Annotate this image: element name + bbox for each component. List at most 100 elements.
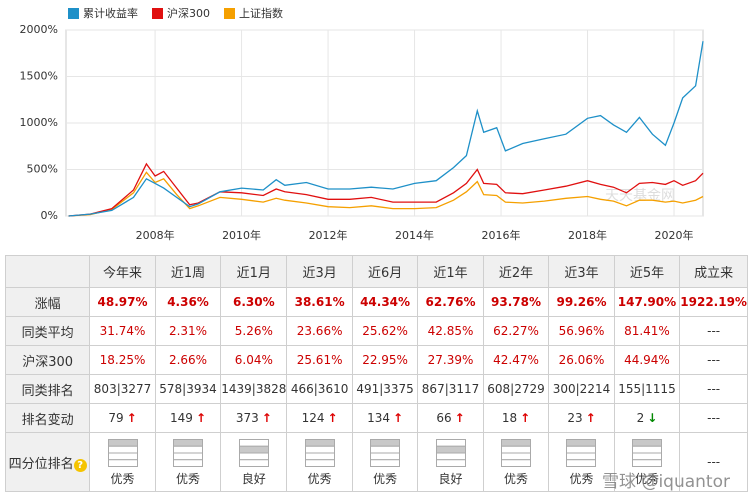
table-row: 同类排名 803|3277 578|3934 1439|3828 466|3610 491…: [4, 374, 748, 404]
cell-text: 93.78%: [491, 295, 541, 309]
quartile-band: [304, 445, 335, 454]
value-cell: 134 ↑: [351, 403, 419, 433]
row-label: 同类排名: [4, 374, 91, 404]
quartile-band: [370, 452, 401, 461]
x-tick-label: 2018年: [568, 228, 607, 242]
quartile-icon: [566, 439, 597, 467]
value-cell: 867|3117: [417, 374, 484, 404]
row-label: 同类平均: [4, 316, 91, 346]
cell-text: 373: [235, 411, 259, 425]
legend-label: 累计收益率: [83, 6, 138, 20]
x-tick-label: 2008年: [136, 228, 175, 242]
rank-arrow: ↑: [261, 411, 272, 425]
y-tick-label: 0%: [41, 209, 58, 222]
value-cell: 466|3610: [286, 374, 353, 404]
quartile-band: [304, 459, 335, 467]
cell-text: 155|1115: [618, 382, 676, 396]
quartile-band: [435, 459, 466, 467]
header-cell: 今年来: [89, 255, 156, 288]
y-tick-label: 1500%: [20, 70, 58, 83]
row-label: 排名变动: [4, 403, 91, 433]
rank-arrow: ↑: [454, 411, 465, 425]
x-tick-label: 2010年: [222, 228, 261, 242]
value-cell: 优秀: [286, 432, 353, 492]
series-line: [68, 171, 704, 217]
legend-label: 沪深300: [167, 6, 210, 20]
header-cell: 近6月: [351, 255, 419, 288]
quartile-icon: [631, 439, 662, 467]
quartile-band: [304, 439, 335, 447]
quartile-band: [304, 452, 335, 461]
value-cell: ---: [679, 345, 748, 375]
value-cell: 2.31%: [154, 316, 222, 346]
value-cell: 6.30%: [220, 287, 288, 317]
quartile-band: [370, 439, 401, 447]
value-cell: 6.04%: [220, 345, 288, 375]
quartile-band: [435, 445, 466, 454]
value-cell: 62.76%: [417, 287, 484, 317]
quartile-band: [238, 459, 269, 467]
cell-text: 79: [108, 411, 124, 425]
cell-text: 2.66%: [168, 353, 208, 367]
cell-text: 803|3277: [93, 382, 152, 396]
help-icon[interactable]: ?: [73, 458, 87, 472]
quartile-band: [173, 439, 204, 447]
table-row: 四分位排名? 优秀 优秀 良好 优秀 优秀 良好 优秀 优秀 优秀 ---: [4, 432, 748, 492]
header-cell: 成立来: [679, 255, 748, 288]
cell-text: 66: [436, 411, 452, 425]
value-cell: 79 ↑: [89, 403, 156, 433]
value-cell: 1922.19%: [679, 287, 748, 317]
cell-text: ---: [707, 382, 721, 396]
legend-swatch: [152, 8, 163, 19]
value-cell: 优秀: [482, 432, 550, 492]
row-label-text: 排名变动: [21, 412, 74, 428]
cell-text: 22.95%: [362, 353, 408, 367]
row-label-text: 四分位排名: [8, 456, 74, 472]
value-cell: 42.85%: [417, 316, 484, 346]
quartile-band: [501, 439, 532, 447]
cell-text: 134: [367, 411, 390, 425]
quartile-band: [631, 445, 662, 454]
value-cell: 66 ↑: [417, 403, 484, 433]
rank-arrow: ↑: [195, 411, 206, 425]
legend-swatch: [68, 8, 79, 19]
rank-arrow: ↑: [585, 411, 596, 425]
x-tick-label: 2012年: [309, 228, 348, 242]
value-cell: 38.61%: [286, 287, 353, 317]
quartile-band: [435, 439, 466, 447]
quartile-icon: [304, 439, 335, 467]
value-cell: 42.47%: [482, 345, 550, 375]
quartile-band: [501, 445, 532, 454]
value-cell: 147.90%: [613, 287, 681, 317]
cell-text: 300|2214: [552, 382, 611, 396]
cell-text: 良好: [241, 472, 266, 486]
row-label-text: 沪深300: [22, 354, 74, 370]
header-cell: 近3年: [548, 255, 615, 288]
x-tick-label: 2020年: [655, 228, 694, 242]
quartile-band: [173, 452, 204, 461]
header-cell: [4, 255, 91, 288]
cell-text: 466|3610: [290, 382, 349, 396]
quartile-band: [566, 459, 597, 467]
cell-text: 23.66%: [296, 324, 343, 338]
cell-text: 27.39%: [427, 353, 474, 367]
quartile-icon: [107, 439, 138, 467]
value-cell: 155|1115: [613, 374, 681, 404]
cell-text: 优秀: [176, 472, 201, 486]
value-cell: 44.94%: [613, 345, 681, 375]
value-cell: 23 ↑: [548, 403, 615, 433]
value-cell: ---: [679, 432, 748, 492]
value-cell: 608|2729: [482, 374, 550, 404]
watermark: 雪球 @iquantor: [602, 472, 730, 492]
rank-arrow: ↑: [520, 411, 531, 425]
cell-text: 44.34%: [360, 295, 411, 309]
row-label: 沪深300: [4, 345, 91, 375]
quartile-band: [107, 459, 138, 467]
quartile-band: [566, 439, 597, 447]
value-cell: 22.95%: [351, 345, 419, 375]
cell-text: 578|3934: [159, 382, 217, 396]
cell-text: 491|3375: [356, 382, 414, 396]
value-cell: 81.41%: [613, 316, 681, 346]
quartile-band: [238, 445, 269, 454]
cell-text: 1922.19%: [680, 295, 747, 309]
